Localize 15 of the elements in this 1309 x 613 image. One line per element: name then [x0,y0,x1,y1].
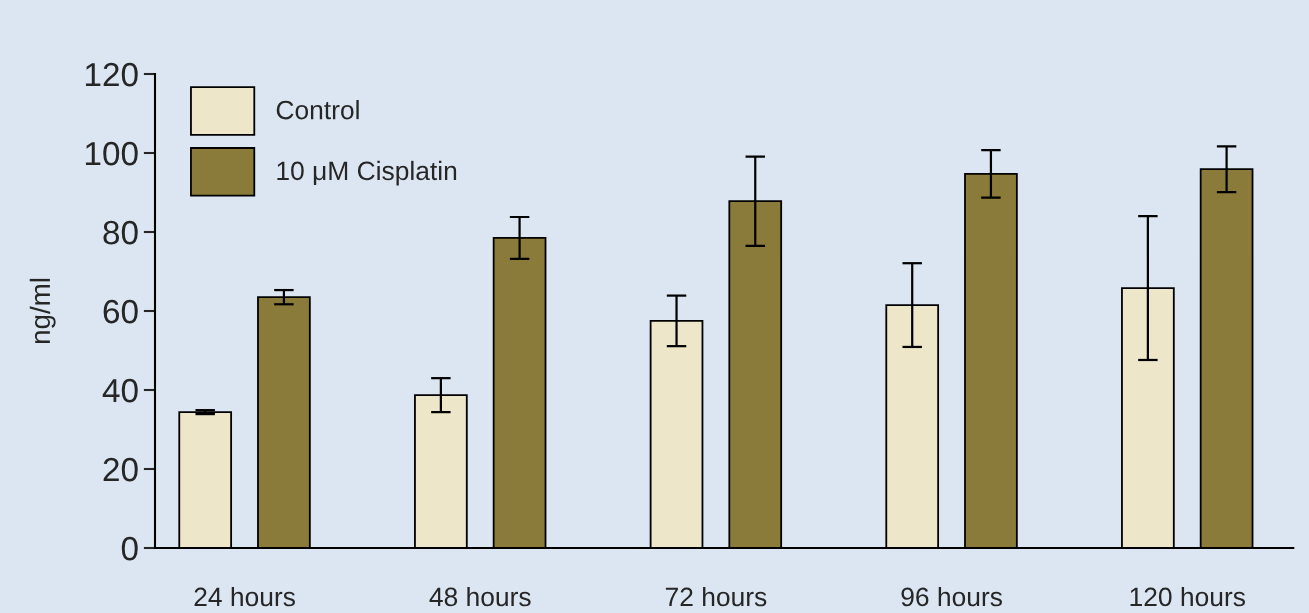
x-tick-label: 120 hours [1130,586,1245,607]
y-tick-label: 100 [85,141,138,166]
y-tick-label: 0 [121,536,138,561]
x-tick-label: 72 hours [665,586,767,607]
y-tick-label: 20 [103,457,138,482]
y-tick-label: 120 [85,62,138,87]
legend-label: Control [276,100,359,120]
y-axis-title: ng/ml [29,278,56,344]
x-tick-label: 96 hours [901,586,1002,607]
y-tick-label: 60 [103,299,138,324]
x-tick-label: 48 hours [429,586,531,607]
legend-label: 10 μM Cisplatin [277,160,457,186]
x-tick-label: 24 hours [194,586,295,607]
y-tick-label: 40 [102,378,138,403]
y-tick-label: 80 [103,220,138,245]
